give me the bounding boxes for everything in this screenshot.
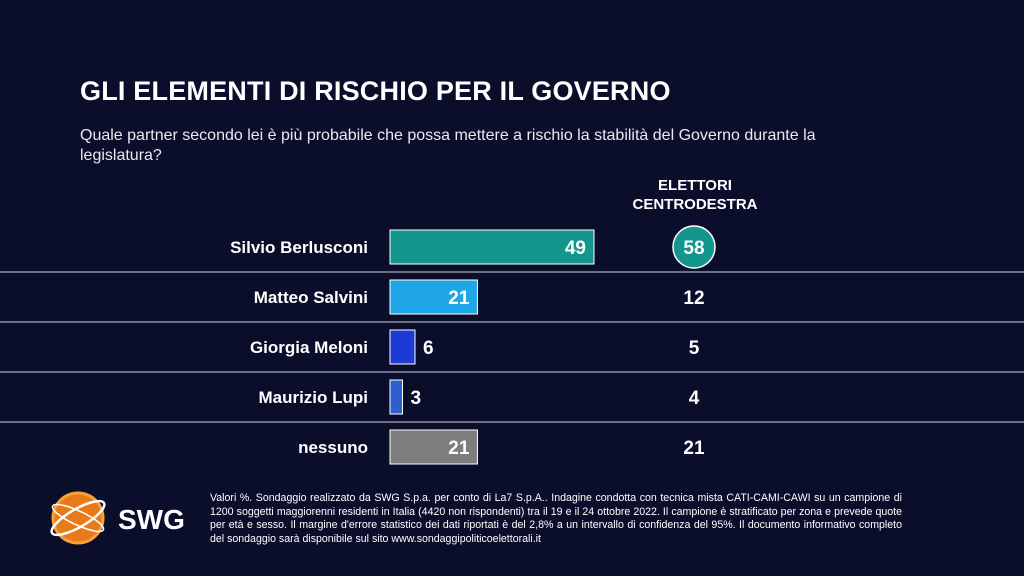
bar-value-label: 21 [448,288,470,309]
category-label: nessuno [298,438,368,457]
bar-value-label: 49 [565,238,586,259]
centrodestra-value-label: 21 [683,438,705,459]
methodology-note: Valori %. Sondaggio realizzato da SWG S.… [210,492,902,546]
column-header-elettori-centrodestra: ELETTORI CENTRODESTRA [610,176,780,214]
centrodestra-value-label: 12 [683,288,704,309]
category-label: Silvio Berlusconi [230,238,368,257]
page-title: GLI ELEMENTI DI RISCHIO PER IL GOVERNO [80,76,671,107]
category-label: Matteo Salvini [254,288,368,307]
column-header-line-1: ELETTORI [610,176,780,195]
centrodestra-value-label: 58 [683,238,704,259]
column-header-line-2: CENTRODESTRA [610,195,780,214]
swg-logo: SWG [42,487,202,554]
bar [390,380,402,414]
logo-text: SWG [118,504,185,535]
bar-chart: Silvio Berlusconi 49 58 Matteo Salvini 21 12 G… [0,222,1024,472]
bar-value-label: 21 [448,438,470,459]
category-label: Maurizio Lupi [258,388,368,407]
bar [390,330,415,364]
bar-value-label: 6 [423,338,434,359]
bar [390,230,594,264]
bar-value-label: 3 [410,388,421,409]
centrodestra-value-label: 4 [689,388,700,409]
category-label: Giorgia Meloni [250,338,368,357]
swg-globe-icon [48,493,109,543]
survey-question: Quale partner secondo lei è più probabil… [80,126,840,166]
centrodestra-value-label: 5 [689,338,700,359]
